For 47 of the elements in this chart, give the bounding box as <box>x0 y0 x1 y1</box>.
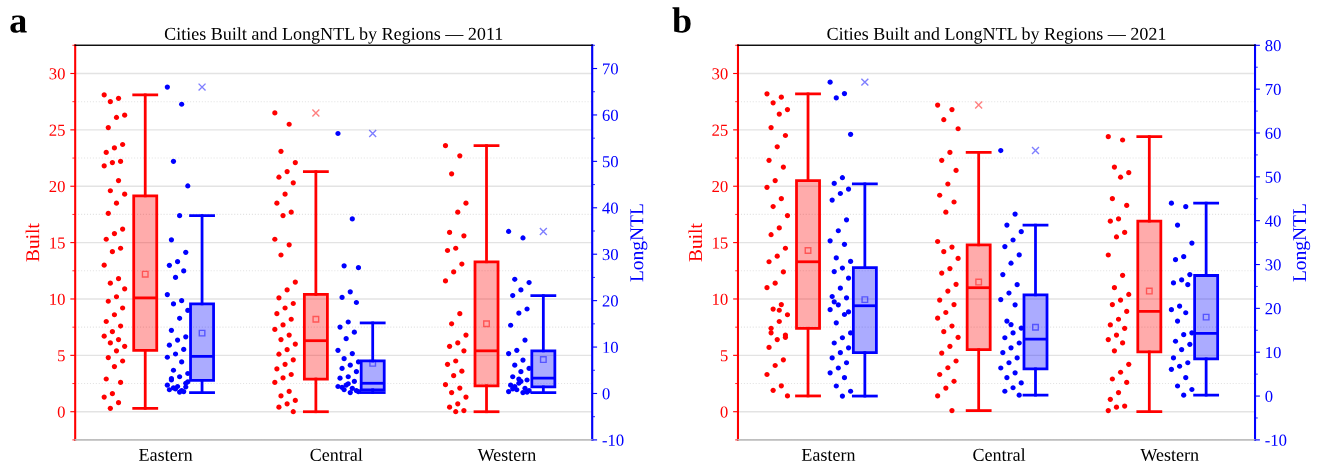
y2-tick-label: -10 <box>602 434 624 446</box>
y-tick-label: 25 <box>49 124 65 136</box>
y2-tick-label: 50 <box>602 156 618 168</box>
y2-tick-label: 10 <box>1266 346 1281 359</box>
x-tick-label: Western <box>477 448 536 462</box>
y-tick-label: 0 <box>720 406 728 418</box>
y2-tick-label: 20 <box>1265 303 1281 315</box>
chart-title: Cities Built and LongNTL by Regions — 2021 <box>827 27 1166 44</box>
y2-tick-label: 40 <box>1265 215 1281 227</box>
y-tick-label: 15 <box>50 237 65 249</box>
x-tick-label: Central <box>310 448 363 461</box>
y2-tick-label: 80 <box>1265 40 1281 52</box>
y2-axis-title: LongNTL <box>630 204 648 282</box>
y2-tick-label: 60 <box>1265 127 1281 139</box>
y-tick-label: 5 <box>720 350 728 362</box>
y-tick-label: 25 <box>712 124 728 136</box>
x-tick-label: Western <box>1140 448 1199 462</box>
y-tick-label: 30 <box>49 68 65 80</box>
chart-title: Cities Built and LongNTL by Regions — 2011 <box>164 27 503 44</box>
text: b <box>672 7 691 33</box>
y2-tick-label: 50 <box>1265 171 1281 183</box>
y-tick-label: 30 <box>712 68 728 80</box>
y-tick-label: 10 <box>50 293 65 305</box>
y2-tick-label: 70 <box>603 63 618 75</box>
y-tick-label: 0 <box>57 406 65 418</box>
y2-tick-label: 0 <box>1265 390 1273 403</box>
x-tick-label: Eastern <box>801 448 856 461</box>
y2-tick-label: 30 <box>1265 259 1281 271</box>
y2-tick-label: 60 <box>602 109 618 121</box>
y-tick-label: 20 <box>49 180 65 193</box>
y-tick-label: 10 <box>713 293 728 305</box>
y-tick-label: 5 <box>58 350 65 362</box>
y2-tick-label: 30 <box>602 248 618 261</box>
y-tick-label: 15 <box>713 237 728 249</box>
y2-tick-label: -10 <box>1265 434 1287 446</box>
y-tick-label: 20 <box>712 180 728 193</box>
y2-tick-label: 70 <box>1265 83 1281 96</box>
y-axis-title: Built <box>688 223 703 262</box>
y2-axis-title: LongNTL <box>1293 204 1311 282</box>
y2-tick-label: 0 <box>602 388 610 400</box>
x-tick-label: Central <box>973 448 1026 461</box>
y-axis-title: Built <box>25 223 40 262</box>
y2-tick-label: 20 <box>602 295 618 307</box>
x-tick-label: Eastern <box>139 448 193 461</box>
text: a <box>10 15 27 33</box>
y2-tick-label: 10 <box>603 341 618 354</box>
y2-tick-label: 40 <box>602 202 618 214</box>
